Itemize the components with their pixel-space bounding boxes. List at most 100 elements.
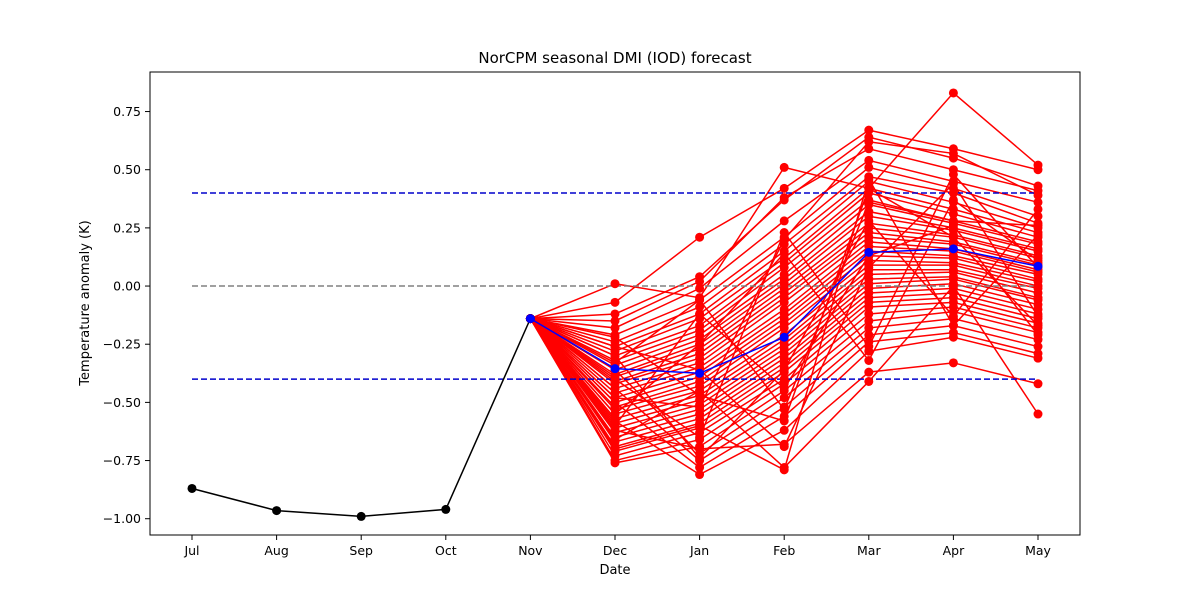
ensemble-member-point — [695, 402, 705, 412]
ensemble-member-point — [864, 183, 874, 193]
ensemble-member-point — [864, 262, 874, 272]
ensemble-member-point — [610, 374, 620, 384]
ensemble-member-point — [610, 458, 620, 468]
ensemble-member-point — [864, 125, 874, 135]
ensemble-member-point — [1033, 204, 1043, 214]
y-axis-label: Temperature anomaly (K) — [78, 220, 93, 386]
y-tick-label: −0.75 — [103, 453, 141, 468]
ensemble-member-point — [1033, 197, 1043, 207]
ensemble-member-point — [695, 470, 705, 480]
ensemble-mean-point — [779, 332, 789, 342]
ensemble-member-point — [864, 144, 874, 154]
ensemble-member-point — [948, 332, 958, 342]
x-tick-label: Mar — [857, 543, 881, 558]
observed-point — [272, 506, 282, 516]
ensemble-member-point — [864, 137, 874, 147]
ensemble-member-point — [610, 383, 620, 393]
x-tick-label: Nov — [518, 543, 543, 558]
ensemble-member-point — [948, 321, 958, 331]
ensemble-member-point — [948, 179, 958, 189]
ensemble-member-point — [864, 323, 874, 333]
y-tick-label: 0.25 — [113, 220, 141, 235]
ensemble-member-point — [864, 216, 874, 226]
ensemble-member-point — [779, 425, 789, 435]
ensemble-member-point — [864, 302, 874, 312]
ensemble-member-point — [610, 309, 620, 319]
ensemble-member-point — [779, 183, 789, 193]
ensemble-member-point — [779, 323, 789, 333]
ensemble-member-point — [1033, 330, 1043, 340]
ensemble-mean-point — [695, 368, 705, 378]
ensemble-member-point — [610, 279, 620, 289]
ensemble-member-point — [864, 316, 874, 326]
ensemble-mean-point — [864, 247, 874, 257]
ensemble-member-point — [1033, 190, 1043, 200]
ensemble-member-point — [779, 416, 789, 426]
ensemble-member-point — [864, 197, 874, 207]
observed-point — [441, 504, 451, 514]
ensemble-mean-point — [525, 314, 535, 324]
ensemble-member-point — [695, 232, 705, 242]
ensemble-mean-point — [610, 364, 620, 374]
ensemble-member-point — [779, 404, 789, 414]
ensemble-member-point — [948, 148, 958, 158]
ensemble-member-point — [948, 169, 958, 179]
ensemble-member-point — [610, 297, 620, 307]
ensemble-member-point — [948, 311, 958, 321]
ensemble-member-point — [1033, 342, 1043, 352]
ensemble-member-point — [779, 162, 789, 172]
y-tick-label: −1.00 — [103, 511, 141, 526]
ensemble-member-point — [695, 276, 705, 286]
ensemble-member-point — [695, 421, 705, 431]
ensemble-member-point — [864, 155, 874, 165]
ensemble-member-point — [695, 283, 705, 293]
x-tick-label: May — [1025, 543, 1051, 558]
x-tick-label: Aug — [264, 543, 288, 558]
ensemble-member-point — [1033, 353, 1043, 363]
ensemble-member-point — [948, 209, 958, 219]
ensemble-member-point — [695, 339, 705, 349]
axes: Jul Aug Sep Oct Nov Dec Jan Feb Mar Apr May −1.00 −0… — [103, 104, 1052, 558]
chart-title: NorCPM seasonal DMI (IOD) forecast — [478, 49, 751, 67]
ensemble-member-point — [610, 409, 620, 419]
ensemble-member-point — [1033, 311, 1043, 321]
ensemble-member-point — [610, 421, 620, 431]
ensemble-member-point — [779, 235, 789, 245]
ensemble-member-point — [610, 342, 620, 352]
ensemble-member-point — [610, 323, 620, 333]
ensemble-member-point — [695, 390, 705, 400]
ensemble-member-point — [1033, 165, 1043, 175]
ensemble-member-point — [695, 295, 705, 305]
ensemble-member-point — [779, 193, 789, 203]
ensemble-member-point — [695, 463, 705, 473]
ensemble-member-point — [948, 281, 958, 291]
ensemble-member-point — [779, 262, 789, 272]
ensemble-member-point — [610, 393, 620, 403]
x-tick-label: Dec — [603, 543, 627, 558]
x-axis-label: Date — [599, 563, 630, 578]
ensemble-member-point — [948, 188, 958, 198]
ensemble-member-point — [610, 435, 620, 445]
ensemble-member-point — [695, 453, 705, 463]
ensemble-member-point — [1033, 221, 1043, 231]
y-tick-label: 0.75 — [113, 104, 141, 119]
ensemble-member-point — [779, 297, 789, 307]
ensemble-member-point — [948, 88, 958, 98]
ensemble-member-point — [695, 309, 705, 319]
ensemble-member-point — [948, 358, 958, 368]
ensemble-member-point — [779, 383, 789, 393]
x-tick-label: Jul — [183, 543, 199, 558]
x-tick-label: Sep — [349, 543, 373, 558]
x-tick-label: Feb — [773, 543, 795, 558]
ensemble-member-point — [610, 332, 620, 342]
ensemble-mean-point — [1033, 261, 1043, 271]
x-tick-label: Oct — [435, 543, 457, 558]
observed-point — [187, 483, 197, 493]
ensemble-member-point — [1033, 321, 1043, 331]
x-tick-label: Jan — [689, 543, 709, 558]
x-tick-label: Apr — [943, 543, 965, 558]
observed-point — [356, 511, 366, 521]
ensemble-member-point — [610, 316, 620, 326]
ensemble-member-point — [695, 444, 705, 454]
ensemble-member-point — [695, 302, 705, 312]
